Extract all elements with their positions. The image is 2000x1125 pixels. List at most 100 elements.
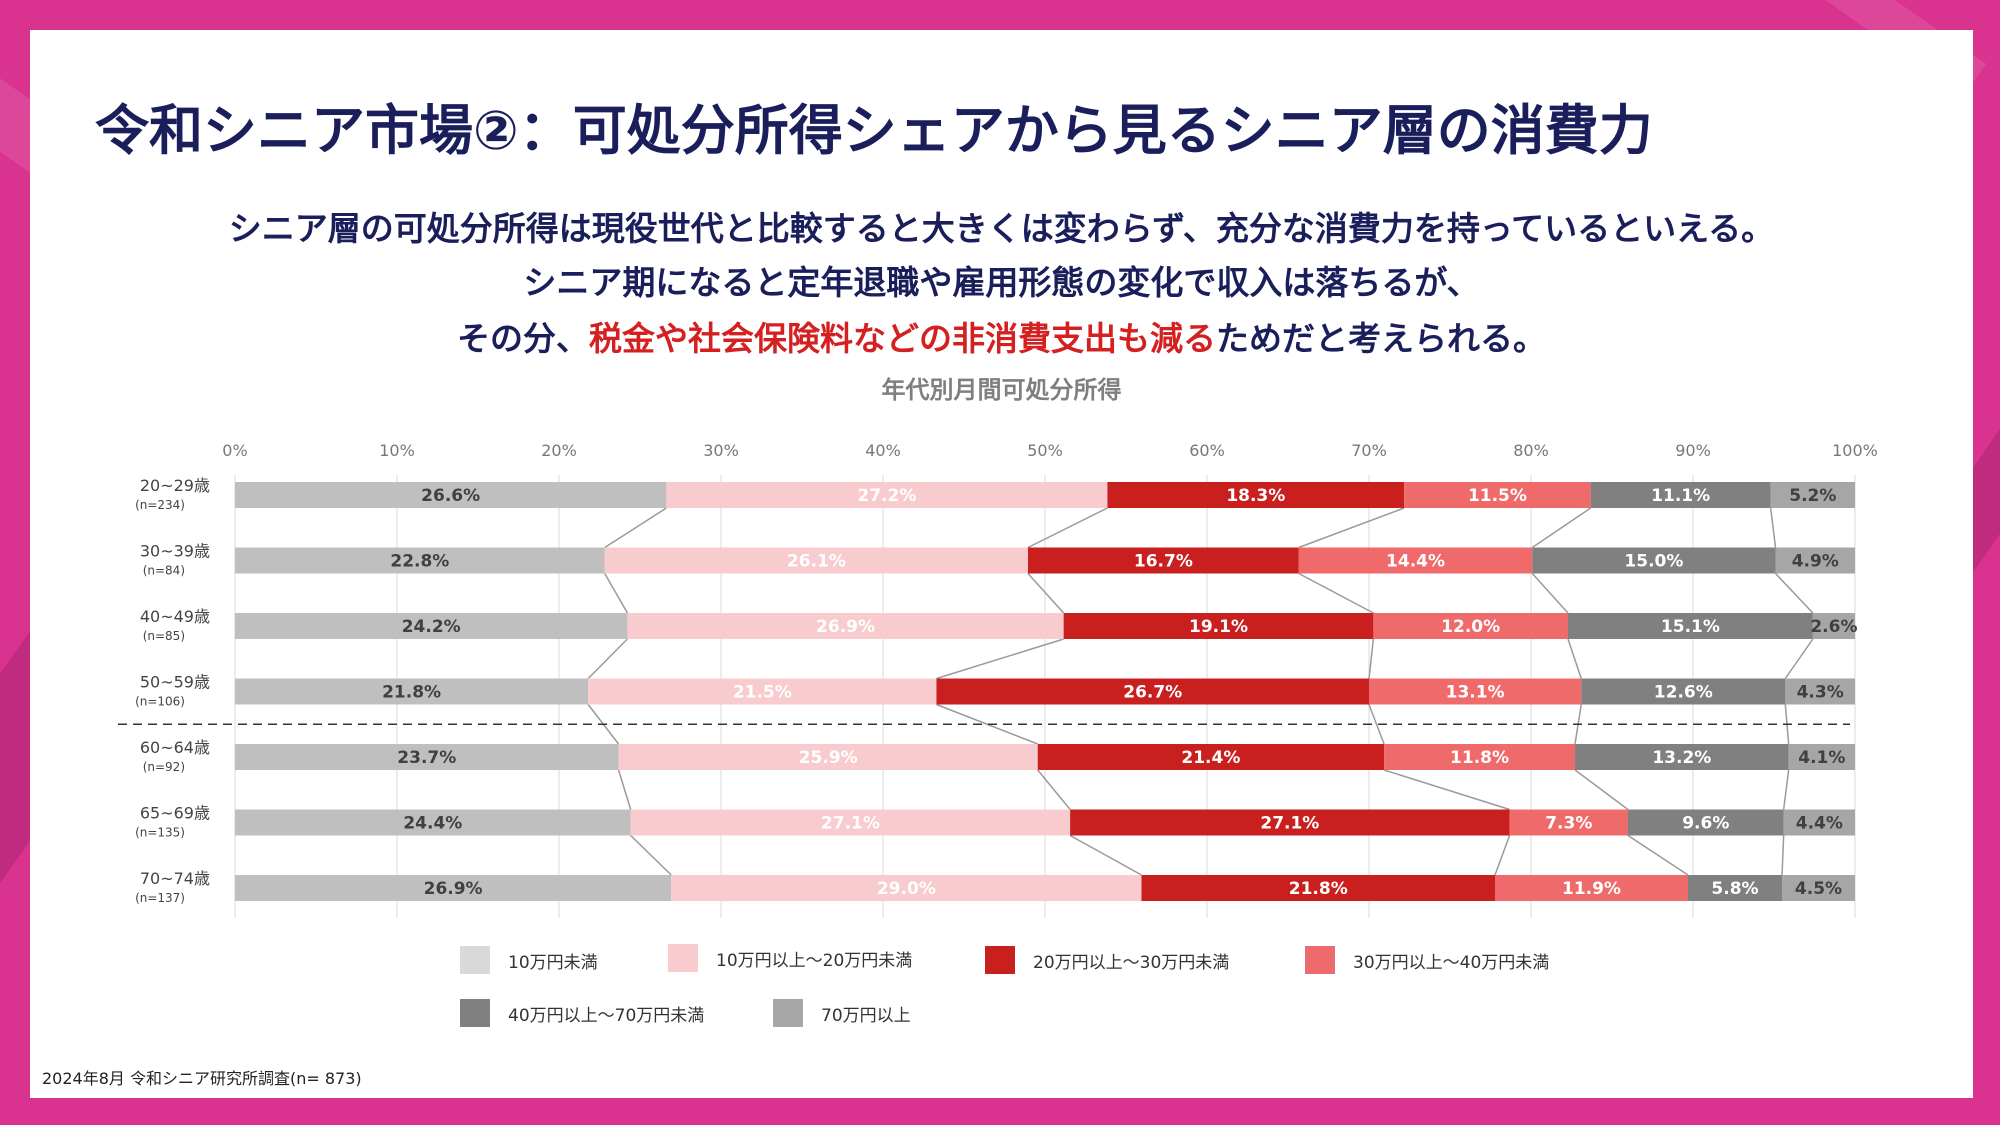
category-label: 70~74歳	[140, 869, 210, 888]
x-tick-label: 10%	[379, 441, 415, 460]
slide-title: 令和シニア市場②：可処分所得シェアから見るシニア層の消費力	[95, 99, 1653, 162]
data-label: 19.1%	[1189, 617, 1248, 637]
series-connector-line	[1494, 835, 1511, 876]
category-n-label: (n=135)	[135, 826, 185, 840]
series-connector-line	[1368, 704, 1385, 745]
x-tick-label: 50%	[1027, 441, 1063, 460]
series-connector-line	[1298, 572, 1374, 614]
legend-item: 30万円以上～40万円未満	[1305, 945, 1549, 975]
x-tick-label: 100%	[1832, 441, 1878, 460]
series-connector-line	[604, 573, 629, 614]
bar-segment	[1298, 547, 1533, 574]
bar-segment	[1107, 482, 1405, 508]
bar-segment	[235, 482, 667, 508]
category-label: 20~29歳	[140, 476, 210, 495]
series-connector-line	[1298, 507, 1405, 549]
data-label: 18.3%	[1226, 486, 1285, 506]
category-n-label: (n=85)	[143, 629, 185, 643]
bar-segment	[235, 678, 589, 705]
legend-label: 30万円以上～40万円未満	[1353, 952, 1550, 973]
category-n-label: (n=106)	[135, 695, 185, 709]
bar-segment	[235, 744, 619, 770]
series-connector-line	[604, 507, 667, 549]
chart-title: 年代別月間可処分所得	[881, 376, 1122, 404]
bar-segment	[1037, 744, 1385, 770]
x-tick-label: 80%	[1513, 441, 1549, 460]
category-n-label: (n=92)	[143, 760, 185, 774]
category-label: 40~49歳	[140, 607, 210, 626]
series-connector-line	[1567, 638, 1582, 679]
bar-segment	[671, 875, 1142, 901]
bar-segment	[235, 547, 605, 574]
category-n-label: (n=234)	[135, 498, 185, 512]
bar-segment	[1783, 809, 1855, 836]
legend-label: 10万円未満	[508, 952, 598, 973]
bar-segment	[235, 875, 672, 901]
data-label: 27.2%	[857, 486, 916, 506]
series-connector-line	[1782, 769, 1790, 810]
data-label: 11.1%	[1651, 486, 1710, 506]
series-connector-line	[1037, 769, 1071, 810]
category-n-label: (n=84)	[143, 564, 185, 578]
data-label: 13.2%	[1652, 748, 1711, 768]
bar-segment	[666, 482, 1108, 508]
series-connector-line	[1574, 769, 1629, 811]
series-connector-line	[1531, 572, 1569, 614]
bar-segment	[1775, 547, 1855, 574]
subtitle-prefix: その分、	[457, 319, 589, 358]
bar-segment	[1141, 875, 1495, 901]
legend-item: 10万円以上～20万円未満	[668, 943, 912, 973]
bar-segment	[1770, 482, 1855, 508]
series-connector-line	[1784, 638, 1814, 679]
slide-card: 令和シニア市場②：可処分所得シェアから見るシニア層の消費力 シニア層の可処分所得…	[30, 30, 1973, 1098]
series-connector-line	[936, 703, 1038, 745]
data-label: 24.2%	[402, 617, 461, 637]
data-label: 14.4%	[1386, 552, 1445, 572]
category-label: 50~59歳	[140, 673, 210, 692]
data-label: 9.6%	[1682, 814, 1729, 834]
bar-segment	[1509, 809, 1628, 836]
series-connector-line	[1368, 638, 1375, 679]
data-label: 5.8%	[1711, 879, 1758, 899]
bar-segment	[1070, 809, 1510, 836]
category-label: 65~69歳	[140, 804, 210, 823]
data-label: 13.1%	[1446, 683, 1505, 703]
bar-segment	[1532, 547, 1776, 574]
bar-segment	[630, 809, 1071, 836]
bar-segment	[1373, 613, 1568, 639]
legend-item: 10万円未満	[460, 945, 598, 975]
legend-label: 10万円以上～20万円未満	[716, 950, 913, 971]
bar-segment	[618, 744, 1038, 770]
data-label: 27.1%	[1260, 814, 1319, 834]
bar-segment	[936, 678, 1369, 705]
bar-segment	[1627, 809, 1784, 836]
bar-segment	[1404, 482, 1591, 508]
data-label: 7.3%	[1545, 814, 1592, 834]
category-label: 30~39歳	[140, 542, 210, 561]
data-label: 11.8%	[1450, 748, 1509, 768]
series-connector-line	[1769, 507, 1777, 548]
bar-segment	[1788, 744, 1855, 770]
series-connector-line	[617, 769, 632, 810]
data-label: 29.0%	[877, 879, 936, 899]
data-label: 4.9%	[1792, 552, 1839, 572]
bar-segment	[1812, 613, 1855, 639]
bar-segment	[1581, 678, 1786, 705]
legend-swatch	[460, 946, 490, 974]
data-label: 21.8%	[1289, 879, 1348, 899]
legend-swatch	[985, 946, 1015, 974]
series-connector-line	[1531, 507, 1592, 549]
data-label: 12.6%	[1654, 683, 1713, 703]
data-label: 27.1%	[821, 814, 880, 834]
bar-segment	[1063, 613, 1374, 639]
bar-segment	[604, 547, 1028, 574]
legend-swatch	[773, 999, 803, 1027]
category-label: 60~64歳	[140, 738, 210, 757]
bar-segment	[1369, 678, 1582, 705]
x-tick-label: 0%	[222, 441, 247, 460]
data-label: 26.9%	[816, 617, 875, 637]
x-tick-label: 90%	[1675, 441, 1711, 460]
category-n-label: (n=137)	[135, 891, 185, 905]
bar-segment	[1590, 482, 1771, 508]
subtitle-highlight: 税金や社会保険料などの非消費支出も減る	[589, 319, 1216, 358]
